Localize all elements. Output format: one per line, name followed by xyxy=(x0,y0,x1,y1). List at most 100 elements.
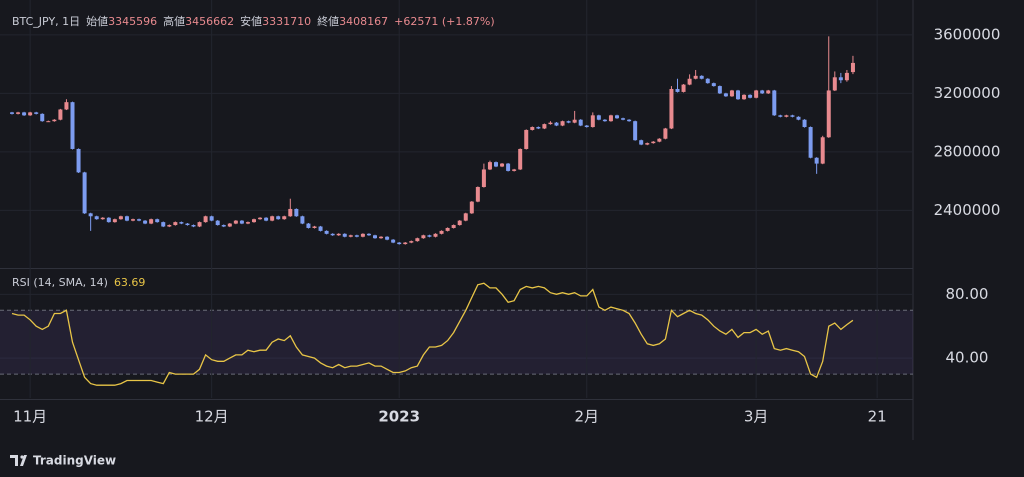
candle-body xyxy=(536,127,541,129)
candle-body xyxy=(814,157,819,164)
candle-body xyxy=(421,235,426,239)
candle-body xyxy=(699,75,704,79)
candle-body xyxy=(58,109,63,120)
candle-body xyxy=(373,235,377,239)
rsi-tick-label: 80.00 xyxy=(946,285,989,303)
x-tick-label: 2023 xyxy=(378,408,420,426)
candle-body xyxy=(239,220,244,224)
candle-body xyxy=(258,217,263,220)
candle-body xyxy=(615,115,619,119)
candle-body xyxy=(778,115,783,117)
candle-body xyxy=(197,222,202,227)
candle-body xyxy=(808,127,813,158)
logo-dot xyxy=(20,455,24,459)
candle-body xyxy=(602,119,607,122)
candle-body xyxy=(675,88,680,92)
candle-body xyxy=(385,236,390,240)
candle-body xyxy=(754,90,759,98)
candle-body xyxy=(233,220,238,224)
candle-body xyxy=(10,112,14,114)
candle-body xyxy=(137,219,142,221)
candle-body xyxy=(439,230,444,234)
candle-body xyxy=(46,121,51,123)
candle-body xyxy=(40,113,45,122)
candle-body xyxy=(711,83,716,87)
candle-body xyxy=(366,233,371,236)
low-label: 安値 xyxy=(240,14,262,28)
candle-body xyxy=(475,187,480,202)
candle-body xyxy=(500,163,505,167)
candle-body xyxy=(306,223,311,228)
candle-body xyxy=(530,127,535,130)
candle-body xyxy=(415,238,420,242)
y-tick-label: 2800000 xyxy=(934,142,1001,160)
candle-body xyxy=(209,216,214,221)
candle-body xyxy=(16,112,21,114)
rsi-band xyxy=(0,310,913,375)
candle-body xyxy=(633,121,638,141)
candle-body xyxy=(300,216,305,224)
candle-body xyxy=(590,115,595,128)
candle-body xyxy=(796,116,801,120)
candle-body xyxy=(463,213,468,221)
candle-body xyxy=(324,230,329,234)
candle-body xyxy=(124,216,129,221)
candle-body xyxy=(312,226,317,228)
candle-body xyxy=(215,220,220,226)
candle-body xyxy=(748,94,753,98)
open-value: 3345596 xyxy=(108,15,157,28)
candle-body xyxy=(584,125,589,128)
candle-body xyxy=(554,122,559,126)
candle-body xyxy=(512,169,517,171)
x-tick-label: 21 xyxy=(868,408,887,426)
candle-body xyxy=(681,84,686,92)
candle-body xyxy=(282,216,287,220)
candle-body xyxy=(348,235,353,237)
candle-body xyxy=(143,220,148,224)
candle-body xyxy=(572,119,577,123)
candle-body xyxy=(252,219,256,223)
candle-body xyxy=(28,112,33,116)
candle-body xyxy=(657,138,662,142)
candle-body xyxy=(264,217,269,221)
x-tick-label: 12月 xyxy=(195,408,229,426)
candle-body xyxy=(245,222,250,224)
candle-body xyxy=(270,216,275,221)
x-tick-label: 3月 xyxy=(744,408,769,426)
candle-body xyxy=(288,208,293,217)
candle-body xyxy=(342,233,347,237)
rsi-value: 63.69 xyxy=(114,276,146,289)
candle-body xyxy=(524,129,529,149)
candle-body xyxy=(826,90,831,138)
candle-body xyxy=(687,78,692,85)
candle-body xyxy=(360,233,365,237)
candle-body xyxy=(542,124,547,129)
candle-body xyxy=(651,141,656,144)
y-tick-label: 2400000 xyxy=(934,201,1001,219)
candle-body xyxy=(802,119,807,128)
rsi-header: RSI (14, SMA, 14) 63.69 xyxy=(12,276,145,289)
candle-body xyxy=(403,242,408,245)
candle-body xyxy=(784,115,789,117)
candle-body xyxy=(76,148,81,173)
candle-body xyxy=(457,220,462,226)
candle-body xyxy=(494,162,498,167)
candle-body xyxy=(760,90,765,94)
candle-body xyxy=(118,216,123,220)
x-tick-label: 2月 xyxy=(574,408,599,426)
high-value: 3456662 xyxy=(185,15,234,28)
candle-body xyxy=(723,93,728,97)
grid xyxy=(0,0,913,398)
candle-body xyxy=(766,90,771,94)
candle-body xyxy=(185,223,190,226)
high-label: 高値 xyxy=(163,14,185,28)
candle-body xyxy=(82,172,87,214)
candle-body xyxy=(94,216,99,220)
candle-body xyxy=(445,227,450,231)
candle-body xyxy=(391,239,396,243)
candle-body xyxy=(433,233,438,237)
close-value: 3408167 xyxy=(339,15,388,28)
candle-body xyxy=(70,102,75,149)
